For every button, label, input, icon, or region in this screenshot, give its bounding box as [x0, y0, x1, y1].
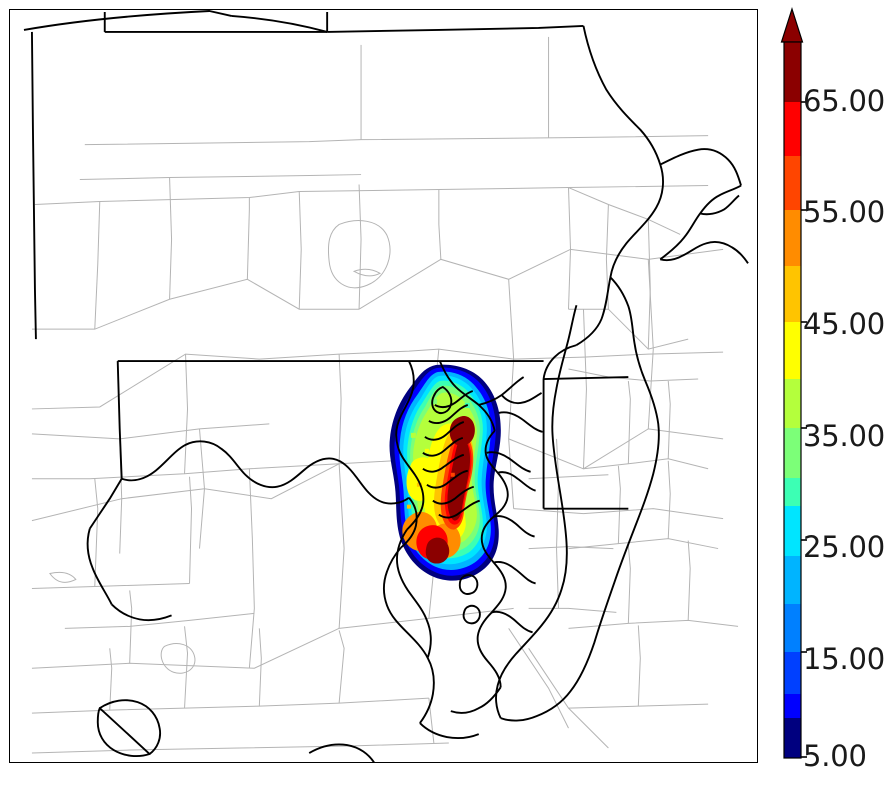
colorbar-tick-label-45: 45.00 [803, 307, 886, 341]
concentration-plume [389, 364, 501, 581]
colorbar-canvas [780, 7, 807, 759]
map-panel [9, 9, 758, 763]
colorbar-over-arrow [780, 7, 804, 43]
colorbar-ticks [801, 101, 807, 758]
county-boundaries [31, 36, 739, 754]
colorbar-tick-label-25: 25.00 [803, 530, 886, 564]
colorbar-bands [784, 42, 801, 758]
colorbar-tick-label-5: 5.00 [803, 739, 867, 773]
colorbar-outline [783, 41, 802, 759]
colorbar-tick-label-15: 15.00 [803, 642, 886, 676]
map-canvas [23, 10, 749, 762]
colorbar: 65.00 55.00 45.00 35.00 25.00 15.00 5.00 [776, 0, 894, 785]
state-boundaries [23, 10, 749, 762]
colorbar-tick-label-55: 55.00 [803, 195, 886, 229]
colorbar-tick-label-35: 35.00 [803, 419, 886, 453]
colorbar-tick-label-65: 65.00 [803, 84, 886, 118]
